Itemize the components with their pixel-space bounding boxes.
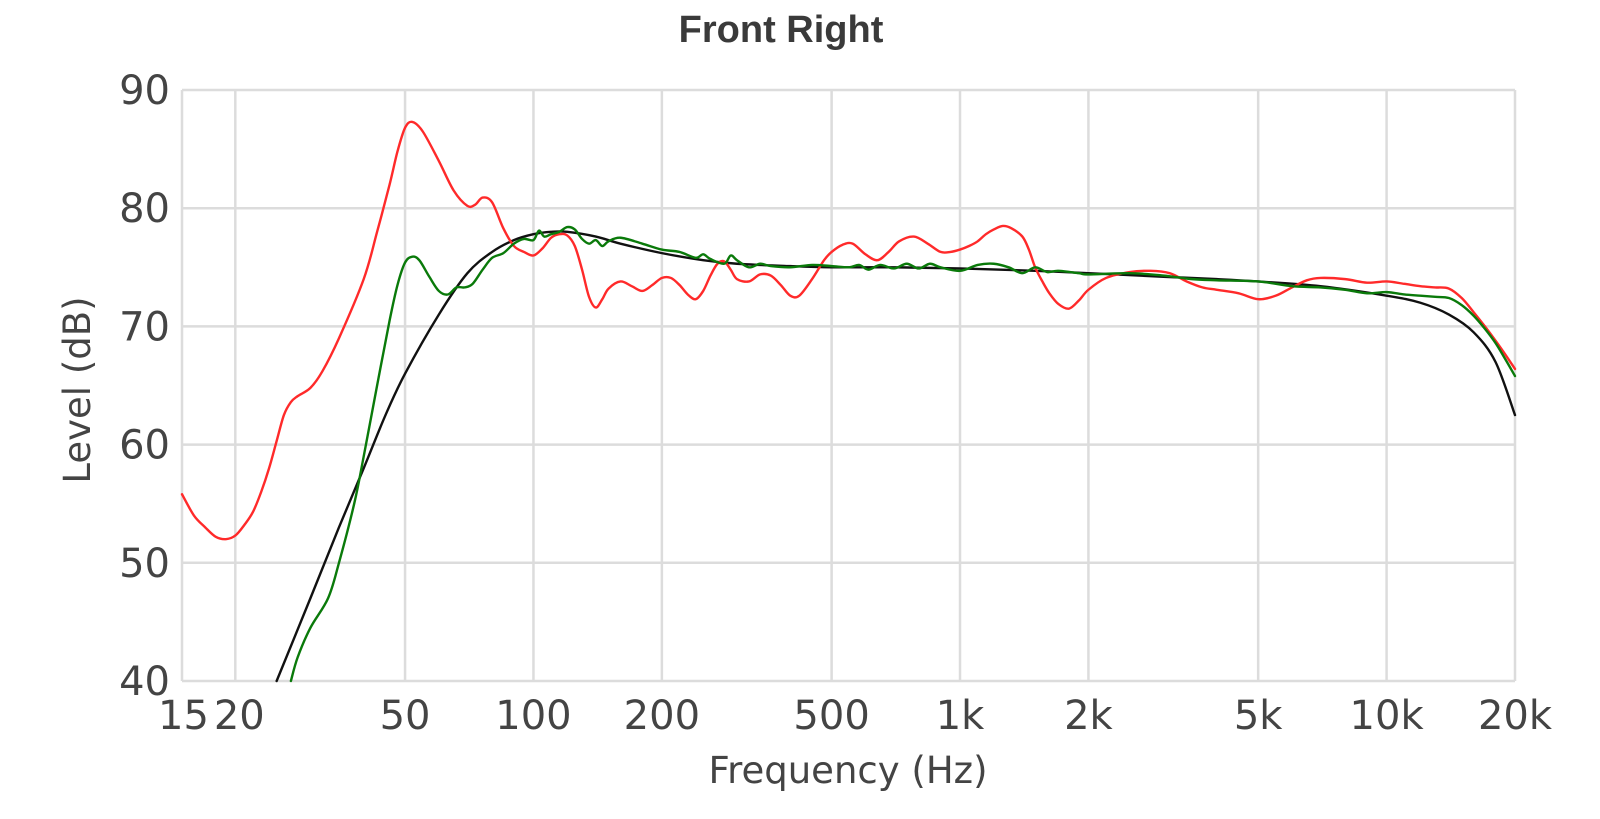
x-tick-label: 2k (1064, 693, 1113, 739)
x-tick-label: 50 (380, 693, 431, 739)
x-tick-label: 500 (793, 693, 869, 739)
y-axis-ticks: 40 50 60 70 80 90 (119, 68, 170, 705)
x-tick-label: 200 (624, 693, 700, 739)
series-line-measured (180, 120, 1517, 541)
series-line-corrected (289, 225, 1517, 683)
x-axis-label: Frequency (Hz) (708, 749, 987, 792)
y-tick-label: 40 (119, 659, 170, 705)
chart-title: Front Right (679, 9, 884, 51)
y-tick-label: 80 (119, 186, 170, 232)
x-tick-label: 20k (1478, 693, 1553, 739)
y-tick-label: 50 (119, 541, 170, 587)
x-tick-label: 10k (1350, 693, 1425, 739)
y-tick-label: 70 (119, 304, 170, 350)
series-line-target (275, 230, 1517, 683)
plot-area (180, 120, 1517, 683)
grid (180, 88, 1517, 683)
x-tick-label: 100 (495, 693, 571, 739)
y-axis-label: Level (dB) (56, 296, 99, 483)
y-tick-label: 90 (119, 68, 170, 114)
x-tick-label: 20 (214, 693, 265, 739)
x-tick-label: 5k (1234, 693, 1283, 739)
y-tick-label: 60 (119, 423, 170, 469)
x-tick-label: 1k (936, 693, 985, 739)
x-axis-ticks: 15 20 50 100 200 500 1k 2k 5k 10k 20k (158, 693, 1553, 739)
x-tick-label: 15 (158, 693, 209, 739)
